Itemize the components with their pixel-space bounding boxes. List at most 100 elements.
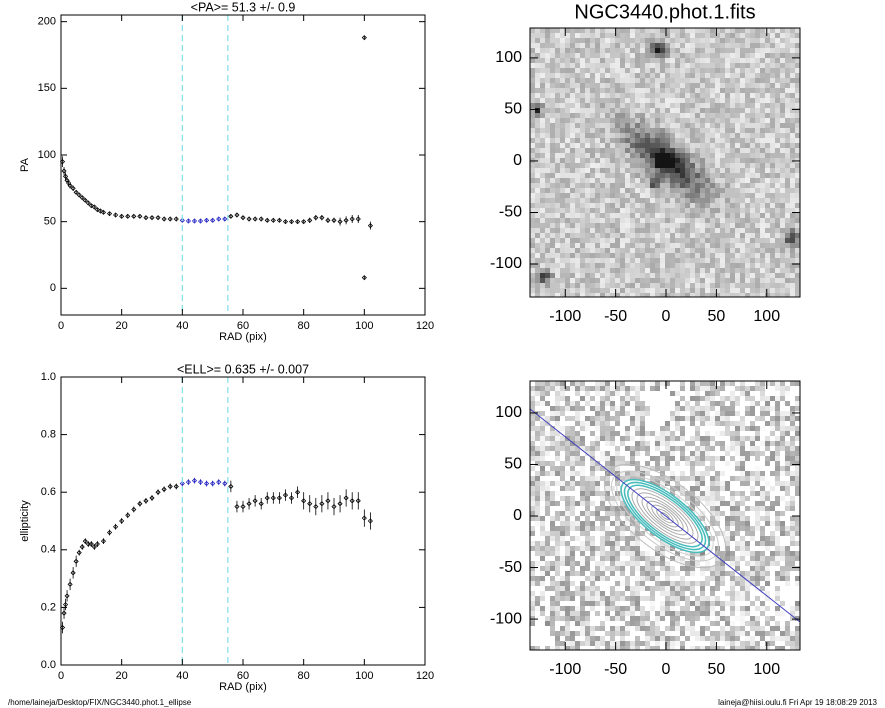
pixel [565,556,570,561]
pixel [565,546,570,551]
pixel [740,481,745,486]
pixel [620,158,625,163]
pixel [785,63,790,68]
pixel [690,566,695,571]
pixel [685,48,690,53]
pixel [760,133,765,138]
pixel [550,476,555,481]
pixel [570,28,575,33]
pixel [660,223,665,228]
pixel [785,88,790,93]
pixel [785,556,790,561]
pixel [730,48,735,53]
pixel [680,461,685,466]
pixel [725,93,730,98]
pixel [625,386,630,391]
pixel [590,451,595,456]
pixel [715,501,720,506]
pixel [785,223,790,228]
pixel [785,138,790,143]
pixel [795,466,800,471]
pixel [645,98,650,103]
pixel [740,566,745,571]
pixel [730,103,735,108]
pixel [675,53,680,58]
pixel [785,58,790,63]
pixel [630,526,635,531]
pixel [705,526,710,531]
pixel [705,98,710,103]
pixel [580,68,585,73]
pixel [760,73,765,78]
pixel [670,28,675,33]
pixel [585,153,590,158]
pixel [575,28,580,33]
pixel [565,288,570,293]
pixel [795,233,800,238]
pixel [660,556,665,561]
pixel [635,38,640,43]
pixel [740,173,745,178]
pixel [550,288,555,293]
pixel [625,178,630,183]
pixel [615,203,620,208]
pixel [545,571,550,576]
pixel [590,143,595,148]
pixel [710,33,715,38]
pixel [675,198,680,203]
pixel [770,28,775,33]
pixel [785,83,790,88]
pixel [535,223,540,228]
pixel [725,481,730,486]
pixel [610,416,615,421]
pixel [625,411,630,416]
pixel [645,213,650,218]
pixel [645,58,650,63]
pixel [780,268,785,273]
pixel [565,28,570,33]
pixel [780,531,785,536]
pixel [580,536,585,541]
pixel [755,208,760,213]
pixel [635,401,640,406]
pixel [555,218,560,223]
pixel [745,178,750,183]
pixel [755,416,760,421]
pixel [550,243,555,248]
pixel [600,268,605,273]
pixel [735,411,740,416]
pixel [760,446,765,451]
pixel [685,133,690,138]
pixel [740,541,745,546]
pixel [780,53,785,58]
pixel [775,223,780,228]
pixel [535,561,540,566]
pixel [545,98,550,103]
pixel [615,561,620,566]
pixel [765,521,770,526]
pixel [670,48,675,53]
pixel [565,401,570,406]
pixel [585,566,590,571]
pixel [670,208,675,213]
pixel [685,446,690,451]
pixel [750,133,755,138]
pixel [585,203,590,208]
pixel [665,228,670,233]
pixel [730,416,735,421]
pixel [540,33,545,38]
pixel [640,33,645,38]
pixel [600,391,605,396]
pixel [660,396,665,401]
pixel [665,391,670,396]
pixel [565,431,570,436]
pixel [705,486,710,491]
pixel [675,556,680,561]
pixel [650,148,655,153]
pixel [755,491,760,496]
pixel [655,148,660,153]
pixel [680,446,685,451]
pixel [670,43,675,48]
pixel [540,228,545,233]
pixel [675,128,680,133]
